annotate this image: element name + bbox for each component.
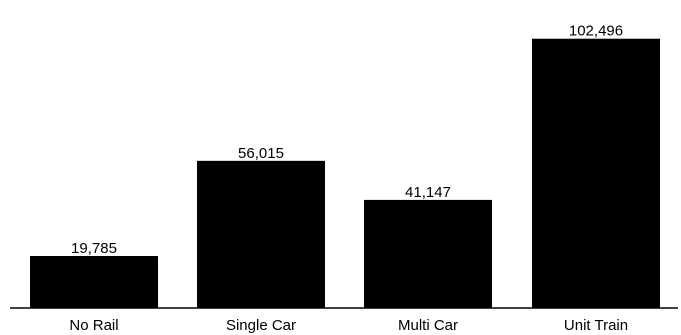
data-label-unit-train: 102,496 — [569, 23, 623, 40]
x-tick-label-no-rail: No Rail — [69, 317, 118, 334]
x-tick-label-multi-car: Multi Car — [398, 317, 458, 334]
bars-layer — [30, 38, 660, 308]
x-tick-label-single-car: Single Car — [226, 317, 296, 334]
bar-multi-car — [364, 199, 492, 308]
x-tick-labels-layer: No Rail Single Car Multi Car Unit Train — [69, 317, 628, 334]
x-tick-label-unit-train: Unit Train — [564, 317, 628, 334]
data-label-single-car: 56,015 — [238, 145, 284, 162]
bar-single-car — [197, 160, 325, 308]
bar-unit-train — [532, 38, 660, 308]
data-labels-layer: 19,785 56,015 41,147 102,496 — [71, 23, 623, 257]
data-label-multi-car: 41,147 — [405, 184, 451, 201]
bar-no-rail — [30, 256, 158, 308]
data-label-no-rail: 19,785 — [71, 240, 117, 257]
